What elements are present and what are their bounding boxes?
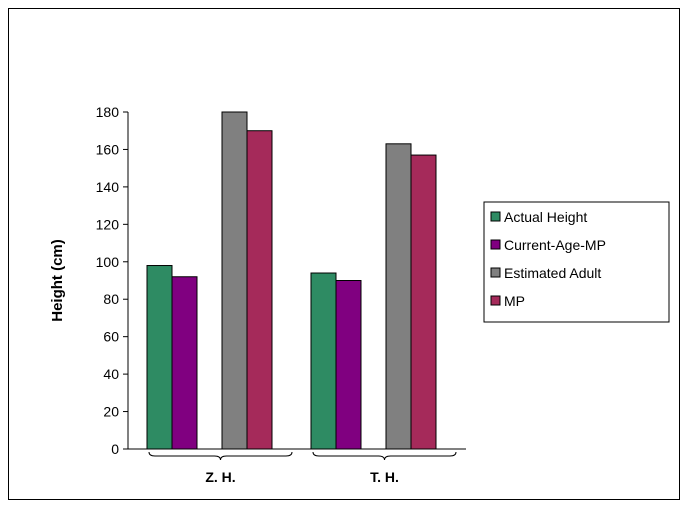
legend-box bbox=[483, 201, 670, 323]
y-tick-label: 60 bbox=[103, 329, 119, 345]
y-tick-label: 120 bbox=[96, 216, 120, 232]
legend-label: Estimated Adult bbox=[504, 265, 601, 281]
y-tick-label: 160 bbox=[96, 141, 120, 157]
y-tick-label: 40 bbox=[103, 366, 119, 382]
legend-swatch bbox=[490, 211, 501, 222]
bar bbox=[246, 130, 273, 450]
chart-frame: 0 20 40 60 80 100 120 140 160 180 Z. H. T. H. Heigh… bbox=[8, 8, 680, 500]
y-tick-label: 0 bbox=[111, 441, 119, 457]
x-category-label: Z. H. bbox=[205, 469, 235, 485]
legend-label: Actual Height bbox=[504, 209, 587, 225]
bar bbox=[335, 280, 362, 450]
bar bbox=[221, 111, 248, 450]
bar-chart: 0 20 40 60 80 100 120 140 160 180 Z. H. T. H. Heigh… bbox=[49, 104, 670, 485]
plot-area: 0 20 40 60 80 100 120 140 160 180 Z. H. T. H. bbox=[96, 104, 466, 485]
legend-label: MP bbox=[504, 293, 525, 309]
y-tick-label: 20 bbox=[103, 404, 119, 420]
category-bracket bbox=[148, 451, 293, 461]
bar bbox=[385, 143, 412, 450]
legend-swatch bbox=[490, 295, 501, 306]
y-tick-label: 80 bbox=[103, 291, 119, 307]
legend: Actual Height Current-Age-MP Estimated Adu… bbox=[483, 201, 670, 323]
bar bbox=[310, 272, 337, 450]
bar bbox=[410, 154, 437, 450]
y-tick-label: 140 bbox=[96, 179, 120, 195]
legend-swatch bbox=[490, 267, 501, 278]
legend-label: Current-Age-MP bbox=[504, 237, 606, 253]
bar bbox=[146, 265, 173, 450]
x-category-label: T. H. bbox=[370, 469, 399, 485]
category-bracket bbox=[312, 451, 457, 461]
legend-swatch bbox=[490, 239, 501, 250]
bar bbox=[171, 276, 198, 450]
y-tick-label: 180 bbox=[96, 104, 120, 120]
y-axis-title: Height (cm) bbox=[49, 239, 66, 322]
y-tick-label: 100 bbox=[96, 254, 120, 270]
